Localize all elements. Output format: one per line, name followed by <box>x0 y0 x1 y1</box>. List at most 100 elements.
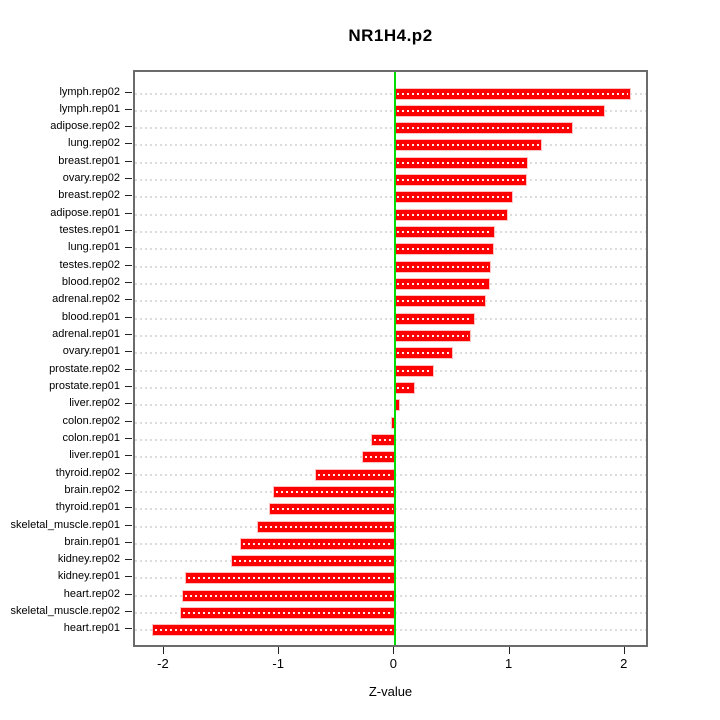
bar <box>240 538 396 549</box>
y-tick <box>125 160 132 162</box>
y-axis-label: blood.rep01 <box>61 310 120 323</box>
y-tick <box>125 282 132 284</box>
zero-line <box>394 72 397 645</box>
bar <box>395 348 452 359</box>
y-tick <box>125 489 132 491</box>
x-tick <box>278 647 280 654</box>
y-axis-label: brain.rep02 <box>64 483 120 496</box>
bar <box>395 400 399 411</box>
y-tick <box>125 403 132 405</box>
y-axis-label: liver.rep02 <box>69 397 120 410</box>
y-axis-label: heart.rep02 <box>63 587 120 600</box>
y-tick <box>125 299 132 301</box>
gridline <box>135 196 646 199</box>
y-tick <box>125 212 132 214</box>
y-axis-label: ovary.rep02 <box>62 172 120 185</box>
gridline <box>135 404 646 407</box>
y-tick <box>125 593 132 595</box>
bar <box>395 296 486 307</box>
y-tick <box>125 91 132 93</box>
y-tick <box>125 368 132 370</box>
gridline <box>135 92 646 95</box>
gridline <box>135 231 646 234</box>
gridline <box>135 179 646 182</box>
y-tick <box>125 455 132 457</box>
y-tick <box>125 333 132 335</box>
gridline <box>135 109 646 112</box>
y-axis-label: breast.rep02 <box>58 189 120 202</box>
bar <box>185 573 396 584</box>
bar <box>395 140 541 151</box>
y-tick <box>125 507 132 509</box>
y-tick <box>125 143 132 145</box>
y-axis-label: breast.rep01 <box>58 154 120 167</box>
y-tick <box>125 108 132 110</box>
gridline <box>135 161 646 164</box>
y-axis-label: colon.rep01 <box>62 431 121 444</box>
y-tick <box>125 264 132 266</box>
y-tick <box>125 126 132 128</box>
y-axis-label: kidney.rep02 <box>57 553 120 566</box>
x-tick-label: 1 <box>504 656 513 671</box>
bar <box>395 244 494 255</box>
y-tick <box>125 351 132 353</box>
y-tick <box>125 178 132 180</box>
gridline <box>135 144 646 147</box>
y-axis-label: thyroid.rep01 <box>55 501 120 514</box>
y-axis-label: lung.rep02 <box>68 137 120 150</box>
chart-title: NR1H4.p2 <box>348 26 433 45</box>
gridline <box>135 369 646 372</box>
x-axis-title: Z-value <box>368 684 413 699</box>
y-axis-label: adrenal.rep02 <box>52 293 120 306</box>
y-tick <box>125 437 132 439</box>
y-axis-label: testes.rep01 <box>59 224 120 237</box>
gridline <box>135 317 646 320</box>
y-axis-label: testes.rep02 <box>59 258 120 271</box>
y-tick <box>125 472 132 474</box>
bar <box>395 123 572 134</box>
bar <box>269 504 396 515</box>
y-tick <box>125 420 132 422</box>
bar <box>395 227 495 238</box>
bar <box>274 486 396 497</box>
gridline <box>135 300 646 303</box>
y-tick <box>125 611 132 613</box>
gridline <box>135 283 646 286</box>
bar <box>258 521 396 532</box>
y-tick <box>125 541 132 543</box>
gridline <box>135 265 646 268</box>
x-tick <box>623 647 625 654</box>
x-tick <box>393 647 395 654</box>
bar <box>395 192 512 203</box>
y-axis-label: prostate.rep01 <box>49 379 120 392</box>
y-axis-label: adrenal.rep01 <box>52 327 120 340</box>
y-tick <box>125 195 132 197</box>
y-axis-label: brain.rep01 <box>64 535 120 548</box>
bar <box>395 279 489 290</box>
y-tick <box>125 628 132 630</box>
bar <box>231 556 396 567</box>
bar <box>363 452 396 463</box>
y-axis-label: kidney.rep01 <box>57 570 120 583</box>
gridline <box>135 386 646 389</box>
gridline <box>135 421 646 424</box>
bar <box>395 382 414 393</box>
x-tick-label: -1 <box>272 656 284 671</box>
y-axis-label: skeletal_muscle.rep02 <box>10 605 120 618</box>
y-axis-label: colon.rep02 <box>62 414 121 427</box>
bar <box>395 365 434 376</box>
bar <box>372 434 396 445</box>
y-axis-label: heart.rep01 <box>63 622 120 635</box>
y-axis-label: lymph.rep02 <box>59 85 120 98</box>
bar <box>395 157 527 168</box>
y-axis-label: liver.rep01 <box>69 449 120 462</box>
y-tick <box>125 524 132 526</box>
gridline <box>135 334 646 337</box>
y-tick <box>125 247 132 249</box>
bar <box>395 261 490 272</box>
bar <box>395 105 604 116</box>
y-axis-label: lymph.rep01 <box>59 102 120 115</box>
y-axis-label: lung.rep01 <box>68 241 120 254</box>
y-axis-label: adipose.rep01 <box>50 206 120 219</box>
